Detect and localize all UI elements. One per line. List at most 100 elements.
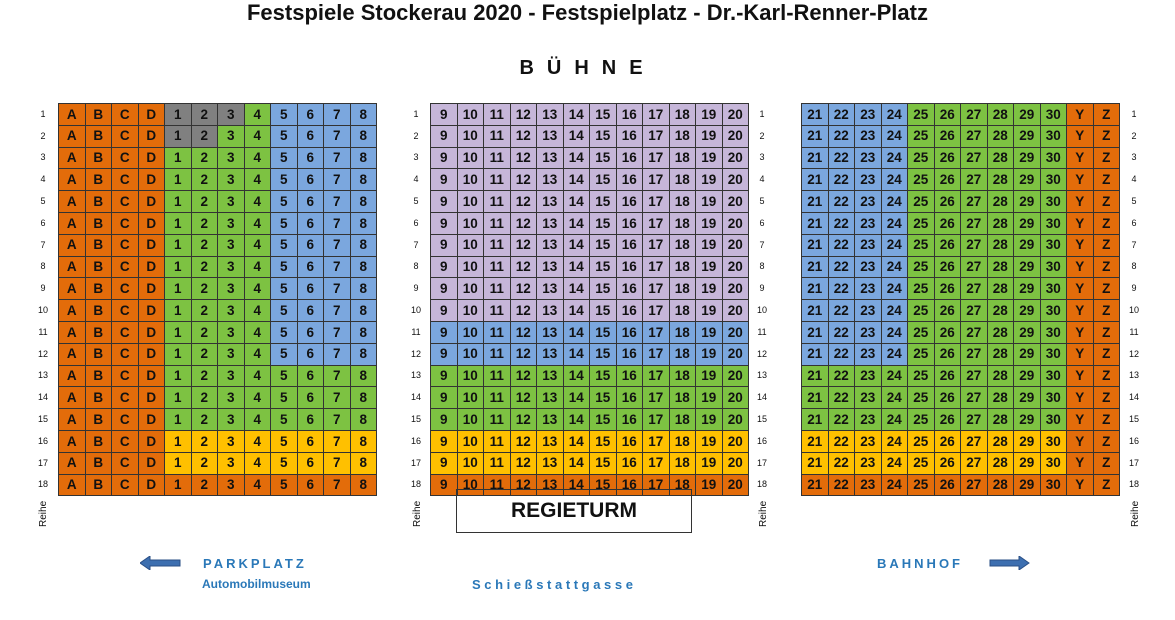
seat[interactable]: 12 xyxy=(509,451,537,475)
seat[interactable]: 30 xyxy=(1039,408,1067,431)
seat[interactable]: 19 xyxy=(695,277,723,301)
seat[interactable]: 18 xyxy=(668,364,696,388)
seat[interactable]: 30 xyxy=(1039,190,1067,213)
seat[interactable]: 21 xyxy=(801,299,829,322)
seat[interactable]: 7 xyxy=(323,277,351,301)
seat[interactable]: 30 xyxy=(1039,277,1067,301)
seat[interactable]: 7 xyxy=(323,408,351,431)
seat[interactable]: C xyxy=(111,146,139,170)
seat[interactable]: 5 xyxy=(270,255,298,279)
seat[interactable]: 24 xyxy=(880,342,908,366)
seat[interactable]: 28 xyxy=(986,473,1014,497)
seat[interactable]: 19 xyxy=(695,320,723,344)
seat[interactable]: Y xyxy=(1066,342,1094,366)
seat[interactable]: 30 xyxy=(1039,233,1067,257)
seat[interactable]: 22 xyxy=(827,299,855,322)
seat[interactable]: 6 xyxy=(296,168,324,192)
seat[interactable]: 16 xyxy=(615,277,643,301)
seat[interactable]: Y xyxy=(1066,473,1094,497)
seat[interactable]: 8 xyxy=(349,190,377,213)
seat[interactable]: 29 xyxy=(1013,168,1041,192)
seat[interactable]: 25 xyxy=(907,124,935,148)
seat[interactable]: 13 xyxy=(536,408,564,431)
seat[interactable]: 19 xyxy=(695,451,723,475)
seat[interactable]: 24 xyxy=(880,255,908,279)
seat[interactable]: 9 xyxy=(430,233,458,257)
seat[interactable]: 11 xyxy=(483,320,511,344)
seat[interactable]: 26 xyxy=(933,190,961,213)
seat[interactable]: 27 xyxy=(960,299,988,322)
seat[interactable]: 12 xyxy=(509,408,537,431)
seat[interactable]: 7 xyxy=(323,364,351,388)
seat[interactable]: B xyxy=(84,233,112,257)
seat[interactable]: 25 xyxy=(907,364,935,388)
seat[interactable]: 2 xyxy=(190,408,218,431)
seat[interactable]: 22 xyxy=(827,190,855,213)
seat[interactable]: 11 xyxy=(483,190,511,213)
seat[interactable]: 23 xyxy=(854,320,882,344)
seat[interactable]: 30 xyxy=(1039,364,1067,388)
seat[interactable]: 8 xyxy=(349,277,377,301)
seat[interactable]: 10 xyxy=(456,277,484,301)
seat[interactable]: 17 xyxy=(642,473,670,497)
seat[interactable]: 5 xyxy=(270,429,298,453)
seat[interactable]: A xyxy=(58,124,86,148)
seat[interactable]: 17 xyxy=(642,408,670,431)
seat[interactable]: 12 xyxy=(509,190,537,213)
seat[interactable]: 21 xyxy=(801,124,829,148)
seat[interactable]: 28 xyxy=(986,124,1014,148)
seat[interactable]: 11 xyxy=(483,277,511,301)
seat[interactable]: 17 xyxy=(642,277,670,301)
seat[interactable]: 30 xyxy=(1039,255,1067,279)
seat[interactable]: 28 xyxy=(986,429,1014,453)
seat[interactable]: 3 xyxy=(217,299,245,322)
seat[interactable]: 9 xyxy=(430,473,458,497)
seat[interactable]: 17 xyxy=(642,386,670,410)
seat[interactable]: 7 xyxy=(323,146,351,170)
seat[interactable]: 12 xyxy=(509,320,537,344)
seat[interactable]: 6 xyxy=(296,342,324,366)
seat[interactable]: 23 xyxy=(854,299,882,322)
seat[interactable]: 24 xyxy=(880,408,908,431)
seat[interactable]: D xyxy=(137,124,165,148)
seat[interactable]: C xyxy=(111,255,139,279)
seat[interactable]: 8 xyxy=(349,233,377,257)
seat[interactable]: A xyxy=(58,408,86,431)
seat[interactable]: 22 xyxy=(827,320,855,344)
seat[interactable]: 17 xyxy=(642,451,670,475)
seat[interactable]: 22 xyxy=(827,429,855,453)
seat[interactable]: 29 xyxy=(1013,146,1041,170)
seat[interactable]: 9 xyxy=(430,190,458,213)
seat[interactable]: 19 xyxy=(695,255,723,279)
seat[interactable]: 16 xyxy=(615,146,643,170)
seat[interactable]: 18 xyxy=(668,299,696,322)
seat[interactable]: Z xyxy=(1092,146,1120,170)
seat[interactable]: 14 xyxy=(562,146,590,170)
seat[interactable]: C xyxy=(111,190,139,213)
seat[interactable]: 14 xyxy=(562,168,590,192)
seat[interactable]: 11 xyxy=(483,168,511,192)
seat[interactable]: Z xyxy=(1092,103,1120,126)
seat[interactable]: 12 xyxy=(509,255,537,279)
seat[interactable]: 18 xyxy=(668,211,696,235)
seat[interactable]: 10 xyxy=(456,408,484,431)
seat[interactable]: 21 xyxy=(801,211,829,235)
seat[interactable]: 17 xyxy=(642,103,670,126)
seat[interactable]: A xyxy=(58,233,86,257)
seat[interactable]: 12 xyxy=(509,124,537,148)
seat[interactable]: 3 xyxy=(217,342,245,366)
seat[interactable]: 1 xyxy=(164,255,192,279)
seat[interactable]: 7 xyxy=(323,211,351,235)
seat[interactable]: A xyxy=(58,277,86,301)
seat[interactable]: 8 xyxy=(349,299,377,322)
seat[interactable]: Y xyxy=(1066,299,1094,322)
seat[interactable]: 23 xyxy=(854,408,882,431)
seat[interactable]: 6 xyxy=(296,211,324,235)
seat[interactable]: 2 xyxy=(190,255,218,279)
seat[interactable]: 27 xyxy=(960,277,988,301)
seat[interactable]: 24 xyxy=(880,233,908,257)
seat[interactable]: 28 xyxy=(986,103,1014,126)
seat[interactable]: 6 xyxy=(296,146,324,170)
seat[interactable]: 26 xyxy=(933,103,961,126)
seat[interactable]: 3 xyxy=(217,190,245,213)
